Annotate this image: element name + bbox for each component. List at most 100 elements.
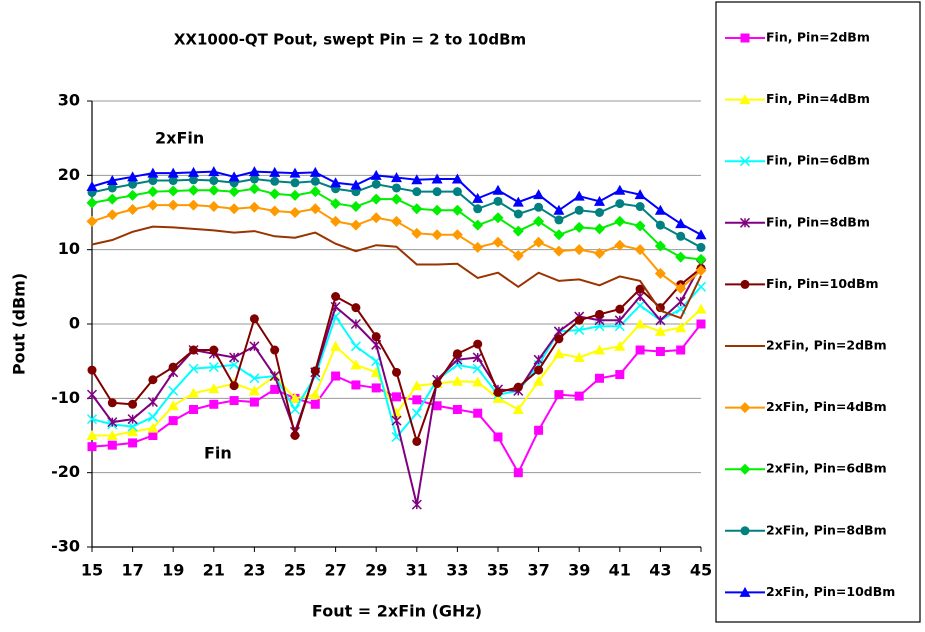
x-tick-label: 41 xyxy=(609,561,631,580)
point xyxy=(635,345,645,355)
point xyxy=(249,373,260,384)
legend-marker xyxy=(740,33,750,43)
y-tick-label: -10 xyxy=(51,388,80,407)
point xyxy=(675,322,687,333)
point xyxy=(188,363,199,374)
x-tick-label: 15 xyxy=(81,561,103,580)
point xyxy=(595,208,604,217)
point xyxy=(350,219,362,231)
point xyxy=(371,179,381,189)
point xyxy=(493,196,503,206)
x-tick-label: 21 xyxy=(203,561,225,580)
point xyxy=(350,318,361,330)
point xyxy=(330,340,342,351)
point xyxy=(451,229,463,241)
x-tick-label: 39 xyxy=(568,561,590,580)
point xyxy=(127,421,138,432)
point xyxy=(594,344,605,355)
point xyxy=(492,236,504,248)
point xyxy=(634,318,646,329)
point xyxy=(209,345,219,355)
point xyxy=(127,189,139,201)
point xyxy=(248,201,260,213)
point xyxy=(86,215,98,227)
point xyxy=(86,414,98,425)
point xyxy=(106,209,118,221)
x-tick-label: 19 xyxy=(162,561,184,580)
point xyxy=(228,203,240,215)
point xyxy=(554,215,564,225)
point xyxy=(289,392,301,403)
point xyxy=(411,203,423,215)
point xyxy=(86,180,98,191)
point xyxy=(107,440,117,450)
point xyxy=(330,198,342,210)
point xyxy=(512,196,524,207)
point xyxy=(452,404,462,414)
legend-box xyxy=(715,1,921,623)
y-tick-label: 0 xyxy=(69,314,80,333)
point xyxy=(289,189,301,201)
point xyxy=(86,197,98,209)
point xyxy=(472,192,484,203)
point xyxy=(127,171,139,182)
point xyxy=(147,422,159,433)
point xyxy=(249,341,260,352)
x-tick-label: 45 xyxy=(690,561,712,580)
point xyxy=(493,432,503,442)
point xyxy=(107,398,117,408)
point xyxy=(472,376,484,387)
point xyxy=(695,253,707,265)
point xyxy=(167,199,179,211)
point xyxy=(228,186,240,198)
point xyxy=(411,174,423,185)
point xyxy=(249,174,259,184)
point xyxy=(513,209,523,219)
point xyxy=(310,399,320,409)
point xyxy=(574,324,585,335)
point xyxy=(594,195,605,206)
point xyxy=(86,389,98,400)
point xyxy=(310,176,320,186)
point xyxy=(675,251,687,263)
point xyxy=(472,241,484,253)
point xyxy=(350,179,362,190)
point xyxy=(614,239,626,251)
point xyxy=(269,371,280,382)
point xyxy=(331,291,341,301)
point xyxy=(209,176,219,186)
point xyxy=(127,426,139,437)
point xyxy=(351,380,361,390)
x-axis-label: Fout = 2xFin (GHz) xyxy=(312,602,482,621)
point xyxy=(148,431,158,440)
point xyxy=(411,227,423,239)
point xyxy=(534,425,544,435)
point xyxy=(290,431,300,440)
point xyxy=(695,264,707,276)
legend-label: Fin, Pin=4dBm xyxy=(766,91,870,106)
point xyxy=(431,229,443,241)
point xyxy=(431,204,443,216)
point xyxy=(411,380,423,391)
legend-marker xyxy=(740,279,750,289)
legend-label: 2xFin, Pin=10dBm xyxy=(766,584,895,599)
point xyxy=(371,383,381,393)
point xyxy=(675,296,686,307)
point xyxy=(554,334,564,344)
point xyxy=(574,205,584,215)
point xyxy=(229,396,239,406)
point xyxy=(147,167,159,178)
x-tick-label: 43 xyxy=(649,561,671,580)
point xyxy=(310,366,320,376)
x-tick-label: 23 xyxy=(243,561,265,580)
point xyxy=(392,183,401,193)
point xyxy=(147,199,159,211)
legend-label: Fin, Pin=6dBm xyxy=(766,153,870,168)
point xyxy=(412,395,422,405)
chart-title: XX1000-QT Pout, swept Pin = 2 to 10dBm xyxy=(174,31,526,49)
legend-label: 2xFin, Pin=2dBm xyxy=(766,338,887,353)
point xyxy=(654,267,666,279)
point xyxy=(595,373,604,383)
point xyxy=(128,438,138,448)
x-tick-label: 31 xyxy=(406,561,428,580)
